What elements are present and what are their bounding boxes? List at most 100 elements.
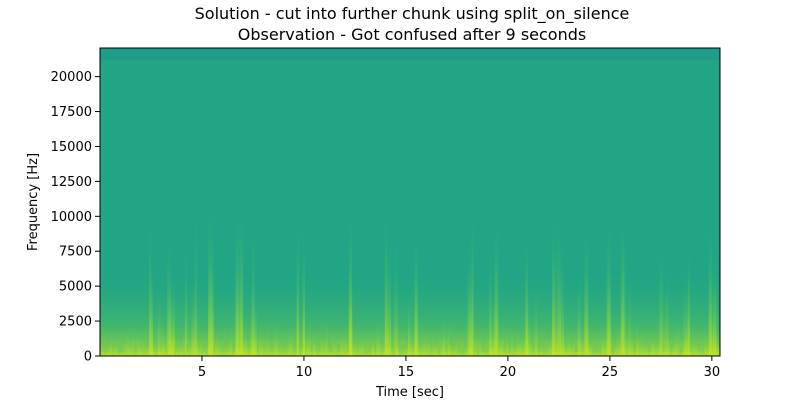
energy-streak xyxy=(716,322,720,356)
energy-burst xyxy=(494,219,499,356)
energy-streak xyxy=(190,317,193,356)
energy-streak xyxy=(334,325,338,356)
energy-streak xyxy=(658,327,660,356)
energy-streak xyxy=(503,341,507,356)
energy-streak xyxy=(332,320,335,356)
energy-burst xyxy=(559,242,564,356)
energy-streak xyxy=(452,341,456,356)
energy-streak xyxy=(290,314,293,356)
energy-streak xyxy=(308,313,311,356)
energy-burst xyxy=(663,286,667,356)
energy-streak xyxy=(670,341,673,356)
energy-burst xyxy=(666,267,669,356)
energy-streak xyxy=(153,331,157,356)
energy-streak xyxy=(112,339,115,356)
energy-burst xyxy=(191,282,196,356)
energy-burst xyxy=(712,250,717,356)
energy-streak xyxy=(244,311,248,356)
energy-streak xyxy=(427,320,430,356)
energy-streak xyxy=(205,342,208,356)
energy-streak xyxy=(437,347,441,356)
energy-burst xyxy=(622,217,626,356)
energy-streak xyxy=(144,331,146,356)
energy-streak xyxy=(445,339,448,356)
energy-streak xyxy=(263,328,267,356)
energy-burst xyxy=(608,223,611,356)
energy-streak xyxy=(166,346,169,356)
energy-burst xyxy=(394,240,398,356)
energy-streak xyxy=(131,319,134,356)
energy-streak xyxy=(694,327,698,356)
energy-streak xyxy=(540,335,543,356)
energy-burst xyxy=(685,287,688,356)
energy-streak xyxy=(516,320,518,356)
energy-burst xyxy=(489,250,492,356)
energy-streak xyxy=(626,314,629,356)
energy-streak xyxy=(645,326,648,356)
energy-streak xyxy=(330,343,333,356)
x-tick-label: 30 xyxy=(704,365,721,380)
energy-streak xyxy=(337,342,340,356)
energy-streak xyxy=(379,326,383,356)
energy-streak xyxy=(114,327,118,356)
energy-burst xyxy=(157,292,161,356)
energy-streak xyxy=(403,343,406,356)
energy-burst xyxy=(184,237,188,356)
energy-streak xyxy=(310,344,313,356)
energy-streak xyxy=(420,329,423,356)
energy-streak xyxy=(305,315,309,356)
x-tick-label: 20 xyxy=(500,365,517,380)
energy-streak xyxy=(501,312,505,356)
y-tick-label: 12500 xyxy=(51,175,92,190)
plot-frame xyxy=(99,47,721,357)
energy-streak xyxy=(697,339,700,356)
energy-streak xyxy=(640,320,643,356)
energy-streak xyxy=(582,314,584,356)
y-tick-label: 2500 xyxy=(59,315,92,330)
energy-streak xyxy=(589,330,592,356)
energy-streak xyxy=(339,320,343,356)
energy-streak xyxy=(259,311,262,356)
energy-streak xyxy=(109,323,112,356)
energy-streak xyxy=(454,326,458,356)
x-tick-label: 25 xyxy=(602,365,619,380)
energy-streak xyxy=(347,338,349,356)
energy-streak xyxy=(163,320,167,356)
energy-streak xyxy=(611,347,614,356)
energy-streak xyxy=(462,347,466,356)
energy-streak xyxy=(653,322,655,356)
energy-streak xyxy=(425,321,428,356)
energy-streak xyxy=(423,319,426,356)
energy-streak xyxy=(508,338,511,356)
y-axis-label: Frequency [Hz] xyxy=(26,153,41,251)
energy-streak xyxy=(618,312,621,356)
energy-streak xyxy=(699,338,703,356)
energy-burst xyxy=(534,279,538,356)
energy-streak xyxy=(523,320,527,356)
y-tick-label: 20000 xyxy=(51,70,92,85)
energy-streak xyxy=(352,325,355,356)
energy-streak xyxy=(175,331,178,356)
energy-streak xyxy=(542,341,545,356)
energy-streak xyxy=(342,316,345,356)
energy-streak xyxy=(550,317,554,356)
energy-streak xyxy=(286,335,288,356)
energy-streak xyxy=(293,339,296,356)
energy-streak xyxy=(391,338,394,356)
energy-streak xyxy=(312,321,316,356)
energy-streak xyxy=(224,336,227,356)
energy-burst xyxy=(209,254,214,356)
energy-streak xyxy=(100,329,103,356)
energy-burst xyxy=(492,285,496,356)
energy-streak xyxy=(476,346,479,356)
energy-burst xyxy=(584,233,588,356)
energy-streak xyxy=(440,322,444,356)
energy-streak xyxy=(266,312,269,356)
energy-burst xyxy=(556,211,561,356)
energy-streak xyxy=(156,339,160,356)
y-tick-label: 15000 xyxy=(51,140,92,155)
energy-streak xyxy=(481,339,485,356)
energy-streak xyxy=(197,329,200,356)
energy-streak xyxy=(601,314,605,356)
energy-streak xyxy=(567,320,571,356)
